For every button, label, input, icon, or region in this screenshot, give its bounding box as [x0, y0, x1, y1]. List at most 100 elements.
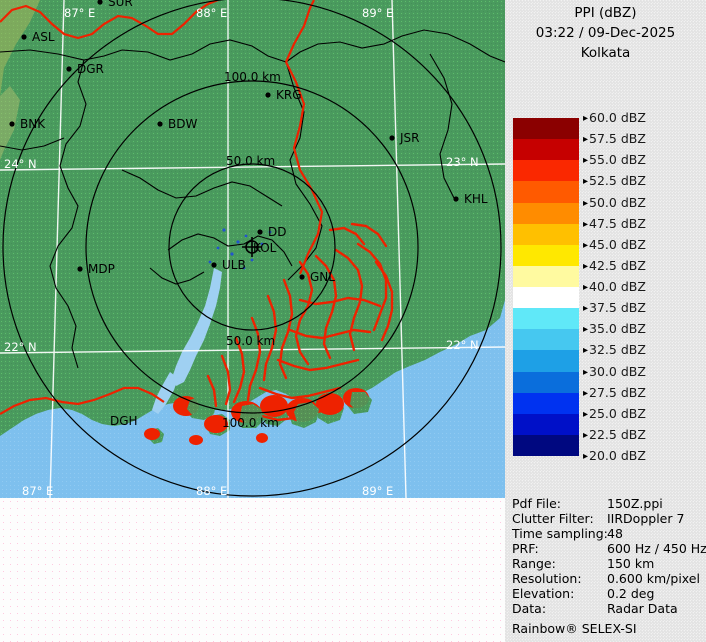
- metadata-key: Time sampling:: [512, 526, 608, 541]
- colorbar-tick-label: 40.0 dBZ: [589, 279, 646, 294]
- colorbar-tick-20: ▸20.0 dBZ: [583, 448, 646, 464]
- vendor-label: Rainbow® SELEX-SI: [512, 621, 637, 636]
- colorbar-tick-arrow-icon: ▸: [583, 324, 589, 336]
- colorbar-tick-arrow-icon: ▸: [583, 451, 589, 462]
- colorbar-band-27.5: [513, 392, 579, 414]
- city-dot-jsr: [389, 135, 395, 141]
- range-ring-label-100km-lower: 100.0 km: [222, 416, 279, 430]
- city-dot-bnk: [9, 121, 15, 127]
- colorbar-band-40: [513, 287, 579, 309]
- landmass: [0, 0, 505, 436]
- colorbar-tick-40: ▸40.0 dBZ: [583, 279, 646, 295]
- colorbar-tick-label: 42.5 dBZ: [589, 257, 646, 273]
- city-dot-dgr: [66, 66, 72, 72]
- colorbar-tick-arrow-icon: ▸: [583, 134, 589, 146]
- metadata-row: Range: 150 km: [512, 556, 706, 571]
- metadata-block: Pdf File: 150Z.ppi Clutter Filter: IIRDoppl…: [512, 496, 706, 636]
- colorbar-tick-arrow-icon: ▸: [583, 366, 589, 378]
- metadata-key: PRF:: [512, 541, 539, 556]
- colorbar-tick-30: ▸30.0 dBZ: [583, 363, 646, 380]
- radar-map-svg[interactable]: 100.0 km 50.0 km 50.0 km 100.0 km: [0, 0, 505, 498]
- metadata-key: Range:: [512, 556, 556, 571]
- lon-label-87e-top: 87° E: [64, 6, 95, 20]
- river-hooghly: [172, 268, 222, 386]
- colorbar-tick-arrow-icon: ▸: [583, 408, 589, 420]
- radar-map-panel[interactable]: 100.0 km 50.0 km 50.0 km 100.0 km: [0, 0, 505, 498]
- colorbar-tick-60: ▸60.0 dBZ: [583, 111, 646, 126]
- city-dot-sur: [97, 0, 103, 5]
- city-label-dgh: DGH: [110, 414, 138, 428]
- colorbar-tick-label: 30.0 dBZ: [589, 363, 646, 379]
- colorbar-tick-arrow-icon: ▸: [583, 113, 589, 124]
- colorbar-band-55: [513, 160, 579, 182]
- lon-label-89e-top: 89° E: [362, 6, 393, 20]
- lat-label-22n-right: 22° N: [446, 338, 479, 352]
- city-markers[interactable]: [9, 0, 459, 280]
- lon-label-87e-bottom: 87° E: [22, 484, 53, 498]
- city-label-gnl: GNL: [310, 270, 335, 284]
- city-label-asl: ASL: [32, 30, 55, 44]
- city-label-bdw: BDW: [168, 117, 197, 131]
- radar-echo-layer: [206, 222, 394, 422]
- colorbar-tick-label: 50.0 dBZ: [589, 194, 646, 210]
- lat-label-23n-right: 23° N: [446, 155, 479, 169]
- metadata-row: Pdf File: 150Z.ppi: [512, 496, 706, 511]
- colorbar-tick-35: ▸35.0 dBZ: [583, 323, 646, 337]
- city-dot-bdw: [157, 121, 163, 127]
- colorbar-legend[interactable]: ▸60.0 dBZ ▸57.5 dBZ ▸55.0 dBZ ▸52.5 dBZ ▸50.…: [513, 111, 706, 462]
- metadata-key: Resolution:: [512, 571, 582, 586]
- range-rings: [2, 0, 502, 497]
- colorbar-band-35: [513, 329, 579, 351]
- colorbar-tick-52.5: ▸52.5 dBZ: [583, 175, 646, 189]
- metadata-row: Data: Radar Data: [512, 601, 706, 616]
- radar-site-marker[interactable]: [242, 237, 262, 257]
- city-label-kol: KOL: [253, 241, 277, 255]
- colorbar-tick-label: 25.0 dBZ: [589, 405, 646, 421]
- colorbar-labels: ▸60.0 dBZ ▸57.5 dBZ ▸55.0 dBZ ▸52.5 dBZ ▸50.…: [579, 108, 706, 466]
- colorbar-tick-57.5: ▸57.5 dBZ: [583, 132, 646, 147]
- map-footer-spacer: [0, 498, 505, 642]
- city-label-krg: KRG: [276, 88, 302, 102]
- colorbar-band-45: [513, 244, 579, 266]
- colorbar-tick-label: 27.5 dBZ: [589, 384, 646, 400]
- colorbar-band-32.5: [513, 350, 579, 372]
- colorbar-tick-label: 45.0 dBZ: [589, 236, 646, 252]
- metadata-value: 150Z.ppi: [607, 496, 663, 511]
- city-dot-krg: [265, 92, 271, 98]
- light-echo-speckle: [208, 228, 272, 270]
- colorbar-tick-42.5: ▸42.5 dBZ: [583, 257, 646, 274]
- range-ring-100km: [85, 80, 419, 414]
- metadata-value: Radar Data: [607, 601, 678, 616]
- city-label-khl: KHL: [464, 192, 488, 206]
- product-header: PPI (dBZ) 03:22 / 09-Dec-2025 Kolkata: [505, 3, 706, 63]
- colorbar-tick-label: 37.5 dBZ: [589, 300, 646, 316]
- colorbar-tick-label: 32.5 dBZ: [589, 342, 646, 358]
- colorbar-tick-label: 52.5 dBZ: [589, 173, 646, 189]
- colorbar-tick-label: 22.5 dBZ: [589, 426, 646, 442]
- colorbar-tick-arrow-icon: ▸: [583, 176, 589, 188]
- colorbar-band-50: [513, 202, 579, 224]
- product-station: Kolkata: [580, 45, 631, 61]
- range-ring-label-100km: 100.0 km: [224, 70, 281, 84]
- colorbar-tick-25: ▸25.0 dBZ: [583, 405, 646, 422]
- product-title: PPI (dBZ): [574, 5, 637, 21]
- city-label-jsr: JSR: [399, 131, 420, 145]
- colorbar-tick-arrow-icon: ▸: [583, 197, 589, 209]
- colorbar-band-52.5: [513, 181, 579, 203]
- colorbar-band-60: [513, 118, 579, 140]
- metadata-value: 0.2 deg: [607, 586, 655, 601]
- city-label-dd: DD: [268, 225, 286, 239]
- colorbar-tick-arrow-icon: ▸: [583, 260, 589, 272]
- colorbar-tick-arrow-icon: ▸: [583, 218, 589, 230]
- colorbar-band-25: [513, 413, 579, 435]
- colorbar-tick-45: ▸45.0 dBZ: [583, 236, 646, 253]
- colorbar-tick-label: 20.0 dBZ: [589, 448, 646, 463]
- colorbar-tick-47.5: ▸47.5 dBZ: [583, 217, 646, 232]
- city-label-dgr: DGR: [77, 62, 104, 76]
- colorbar-gradient[interactable]: [513, 118, 579, 456]
- terrain-highland: [0, 0, 40, 96]
- metadata-row: Time sampling: 48: [512, 526, 706, 541]
- colorbar-tick-22.5: ▸22.5 dBZ: [583, 426, 646, 443]
- metadata-row: Resolution: 0.600 km/pixel: [512, 571, 706, 586]
